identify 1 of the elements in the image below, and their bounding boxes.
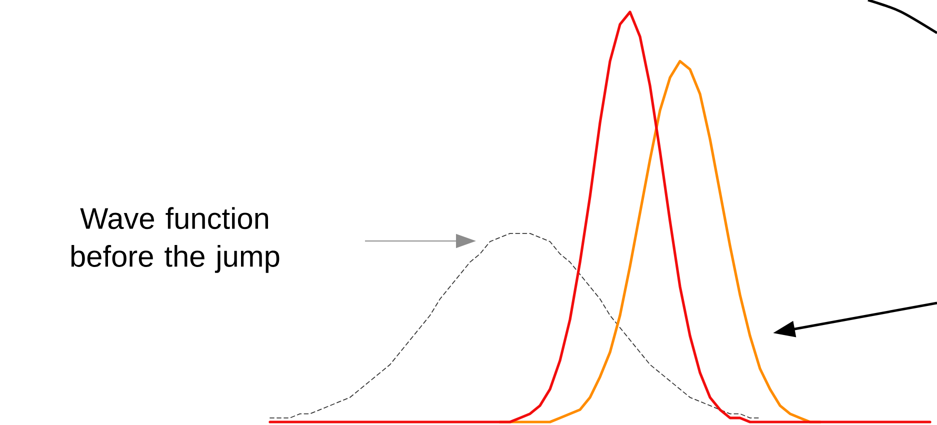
annotation: Wave function before the jump [71,207,280,273]
